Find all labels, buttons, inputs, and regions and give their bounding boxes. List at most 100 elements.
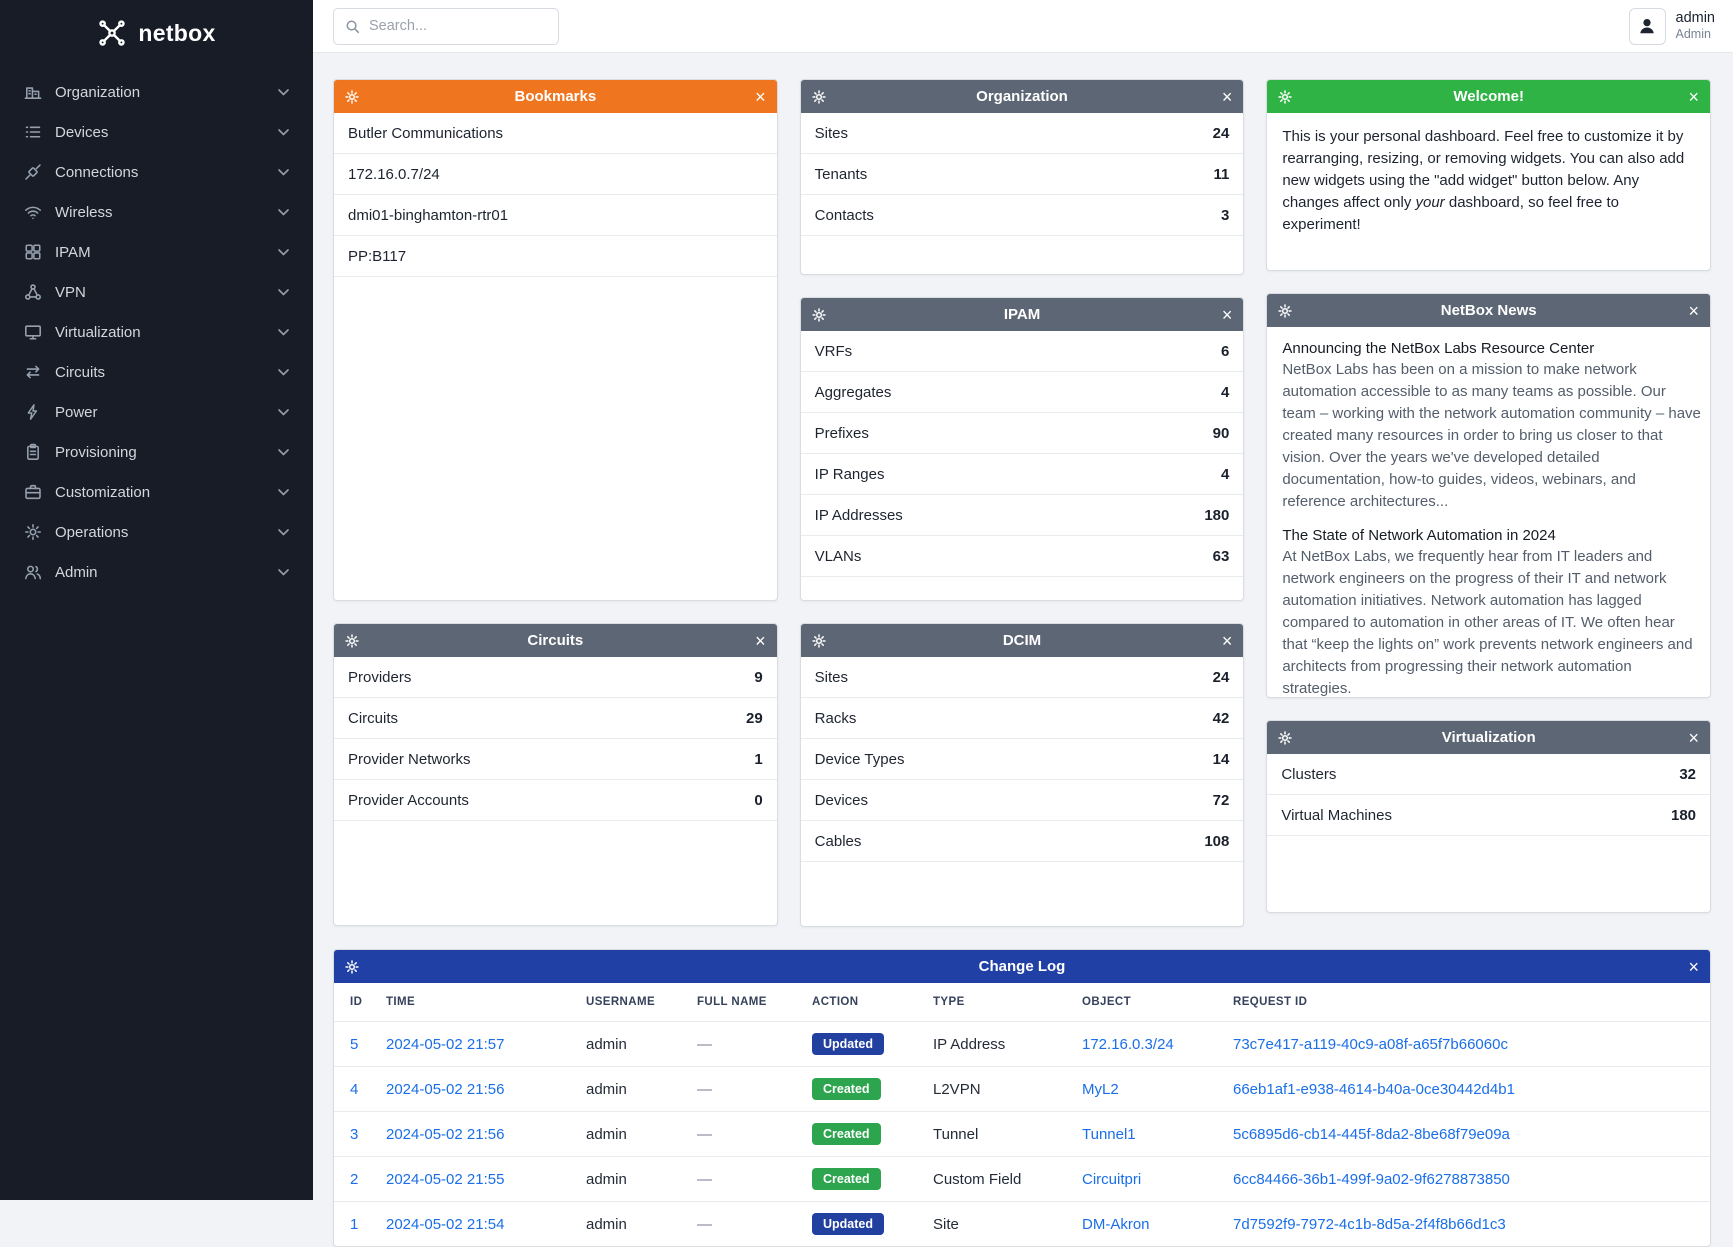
gear-icon[interactable] [812,308,834,322]
sidebar-item-devices[interactable]: Devices [0,112,313,152]
change-object-link[interactable]: Circuitpri [1082,1171,1141,1188]
user-menu[interactable]: admin Admin [1629,8,1716,45]
sidebar-item-organization[interactable]: Organization [0,72,313,112]
close-icon[interactable]: × [1677,958,1699,976]
sidebar-item-power[interactable]: Power [0,392,313,432]
sidebar-item-connections[interactable]: Connections [0,152,313,192]
welcome-text-italic: your [1416,194,1445,211]
change-time-link[interactable]: 2024-05-02 21:56 [386,1126,504,1143]
action-badge: Updated [812,1213,884,1235]
close-icon[interactable]: × [744,632,766,650]
circuits-widget-header[interactable]: Circuits × [334,624,777,657]
change-object-link[interactable]: 172.16.0.3/24 [1082,1036,1174,1053]
news-article-title[interactable]: Announcing the NetBox Labs Resource Cent… [1282,340,1701,357]
change-time-link[interactable]: 2024-05-02 21:56 [386,1081,504,1098]
search-input[interactable] [369,18,547,34]
changelog-widget-header[interactable]: Change Log × [334,950,1710,983]
change-time-link[interactable]: 2024-05-02 21:54 [386,1216,504,1233]
change-type: Custom Field [933,1171,1021,1188]
sidebar-item-virtualization[interactable]: Virtualization [0,312,313,352]
sidebar-item-ipam[interactable]: IPAM [0,232,313,272]
change-id-link[interactable]: 5 [350,1036,358,1053]
sidebar-item-wireless[interactable]: Wireless [0,192,313,232]
close-icon[interactable]: × [1210,88,1232,106]
change-id-link[interactable]: 2 [350,1171,358,1188]
news-widget-header[interactable]: NetBox News × [1267,294,1710,327]
change-object-link[interactable]: MyL2 [1082,1081,1119,1098]
sidebar-item-provisioning[interactable]: Provisioning [0,432,313,472]
close-icon[interactable]: × [1677,88,1699,106]
user-avatar-icon[interactable] [1629,8,1666,45]
sidebar-item-customization[interactable]: Customization [0,472,313,512]
bookmark-item[interactable]: PP:B117 [334,236,777,277]
gear-icon[interactable] [345,634,367,648]
news-scroll-area[interactable]: Announcing the NetBox Labs Resource Cent… [1267,327,1710,698]
virtualization-widget-header[interactable]: Virtualization × [1267,721,1710,754]
gear-icon[interactable] [345,90,367,104]
gear-icon[interactable] [345,960,367,974]
sidebar-item-vpn[interactable]: VPN [0,272,313,312]
news-article-title[interactable]: The State of Network Automation in 2024 [1282,527,1701,544]
bookmark-item[interactable]: 172.16.0.7/24 [334,154,777,195]
dcim-widget-header[interactable]: DCIM × [801,624,1244,657]
stat-label: Contacts [815,207,1221,224]
gear-icon[interactable] [812,90,834,104]
close-icon[interactable]: × [1677,302,1699,320]
bookmarks-widget-header[interactable]: Bookmarks × [334,80,777,113]
request-id-link[interactable]: 6cc84466-36b1-499f-9a02-9f6278873850 [1233,1171,1510,1188]
close-icon[interactable]: × [744,88,766,106]
change-object-link[interactable]: DM-Akron [1082,1216,1150,1233]
organization-widget-header[interactable]: Organization × [801,80,1244,113]
change-object-link[interactable]: Tunnel1 [1082,1126,1136,1143]
gear-icon[interactable] [1278,731,1300,745]
change-time-link[interactable]: 2024-05-02 21:55 [386,1171,504,1188]
bookmark-item[interactable]: dmi01-binghamton-rtr01 [334,195,777,236]
gear-icon[interactable] [1278,304,1300,318]
change-id-link[interactable]: 1 [350,1216,358,1233]
welcome-widget-header[interactable]: Welcome! × [1267,80,1710,113]
swap-arrows-icon [24,363,42,381]
stat-value: 4 [1221,466,1229,483]
request-id-link[interactable]: 5c6895d6-cb14-445f-8da2-8be68f79e09a [1233,1126,1510,1143]
change-time-link[interactable]: 2024-05-02 21:57 [386,1036,504,1053]
stat-label: Provider Networks [348,751,754,768]
table-row: 4 2024-05-02 21:56 admin — Created L2VPN… [334,1067,1710,1112]
ipam-widget-header[interactable]: IPAM × [801,298,1244,331]
request-id-link[interactable]: 7d7592f9-7972-4c1b-8d5a-2f4f8b66d1c3 [1233,1216,1506,1233]
change-id-link[interactable]: 3 [350,1126,358,1143]
gear-icon[interactable] [812,634,834,648]
change-id-link[interactable]: 4 [350,1081,358,1098]
sidebar-item-admin[interactable]: Admin [0,552,313,592]
sidebar-item-circuits[interactable]: Circuits [0,352,313,392]
bookmark-item[interactable]: Butler Communications [334,113,777,154]
close-icon[interactable]: × [1210,632,1232,650]
change-fullname: — [697,1126,712,1143]
gear-icon[interactable] [1278,90,1300,104]
close-icon[interactable]: × [1677,729,1699,747]
request-id-link[interactable]: 66eb1af1-e938-4614-b40a-0ce30442d4b1 [1233,1081,1515,1098]
netbox-logo[interactable]: netbox [0,0,313,66]
sidebar-item-operations[interactable]: Operations [0,512,313,552]
close-icon[interactable]: × [1210,306,1232,324]
request-id-link[interactable]: 73c7e417-a119-40c9-a08f-a65f7b66060c [1233,1036,1508,1053]
